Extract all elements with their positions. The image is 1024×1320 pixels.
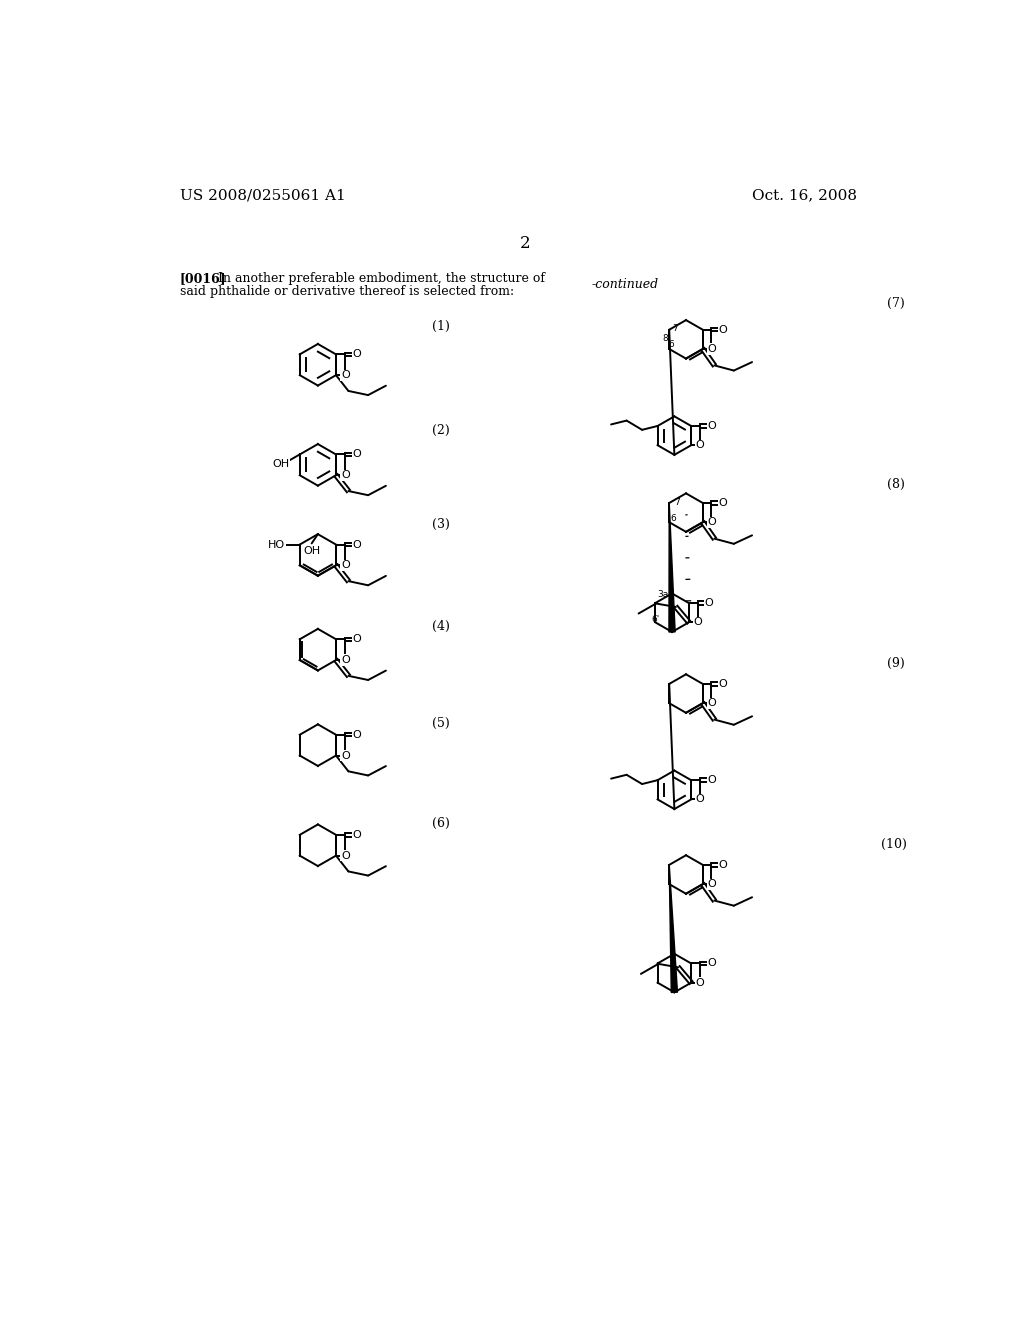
Text: 7: 7	[674, 498, 680, 507]
Text: O: O	[719, 859, 727, 870]
Text: O: O	[695, 978, 705, 987]
Text: (8): (8)	[888, 478, 905, 491]
Text: (1): (1)	[432, 321, 450, 333]
Text: O: O	[341, 655, 350, 665]
Text: OH: OH	[303, 546, 321, 556]
Text: O: O	[708, 879, 716, 890]
Text: (4): (4)	[432, 620, 450, 634]
Text: In another preferable embodiment, the structure of: In another preferable embodiment, the st…	[218, 272, 545, 285]
Text: O: O	[352, 635, 361, 644]
Text: Oct. 16, 2008: Oct. 16, 2008	[752, 189, 856, 202]
Text: O: O	[719, 498, 727, 508]
Text: OH: OH	[272, 459, 290, 469]
Text: O: O	[708, 698, 716, 708]
Text: US 2008/0255061 A1: US 2008/0255061 A1	[180, 189, 346, 202]
Text: [0016]: [0016]	[180, 272, 226, 285]
Text: 8': 8'	[662, 334, 671, 342]
Polygon shape	[669, 503, 675, 632]
Text: (10): (10)	[882, 837, 907, 850]
Text: O: O	[352, 350, 361, 359]
Text: (5): (5)	[432, 717, 450, 730]
Text: HO: HO	[268, 540, 285, 549]
Text: O: O	[341, 561, 350, 570]
Text: O: O	[708, 775, 716, 785]
Text: O: O	[341, 370, 350, 380]
Text: O: O	[352, 830, 361, 840]
Text: O: O	[708, 345, 716, 354]
Text: O: O	[695, 795, 705, 804]
Text: 6': 6'	[651, 615, 659, 624]
Text: O: O	[352, 540, 361, 549]
Text: O: O	[352, 450, 361, 459]
Text: O: O	[708, 421, 716, 430]
Text: (7): (7)	[888, 297, 905, 310]
Polygon shape	[670, 865, 678, 993]
Text: O: O	[719, 678, 727, 689]
Text: 6: 6	[671, 513, 677, 523]
Text: (6): (6)	[432, 817, 450, 830]
Text: O: O	[352, 730, 361, 739]
Text: (3): (3)	[432, 517, 450, 531]
Text: said phthalide or derivative thereof is selected from:: said phthalide or derivative thereof is …	[180, 285, 514, 298]
Text: -continued: -continued	[592, 277, 658, 290]
Text: O: O	[341, 470, 350, 480]
Text: O: O	[693, 618, 701, 627]
Text: 6: 6	[668, 341, 674, 350]
Text: 3a': 3a'	[656, 590, 671, 599]
Text: O: O	[341, 850, 350, 861]
Text: O: O	[341, 751, 350, 760]
Text: 7: 7	[673, 325, 678, 333]
Text: O: O	[719, 325, 727, 335]
Text: (9): (9)	[888, 657, 905, 671]
Text: O: O	[708, 958, 716, 969]
Text: O: O	[705, 598, 714, 609]
Text: (2): (2)	[432, 424, 450, 437]
Text: O: O	[695, 441, 705, 450]
Text: 2: 2	[519, 235, 530, 252]
Text: O: O	[708, 517, 716, 527]
